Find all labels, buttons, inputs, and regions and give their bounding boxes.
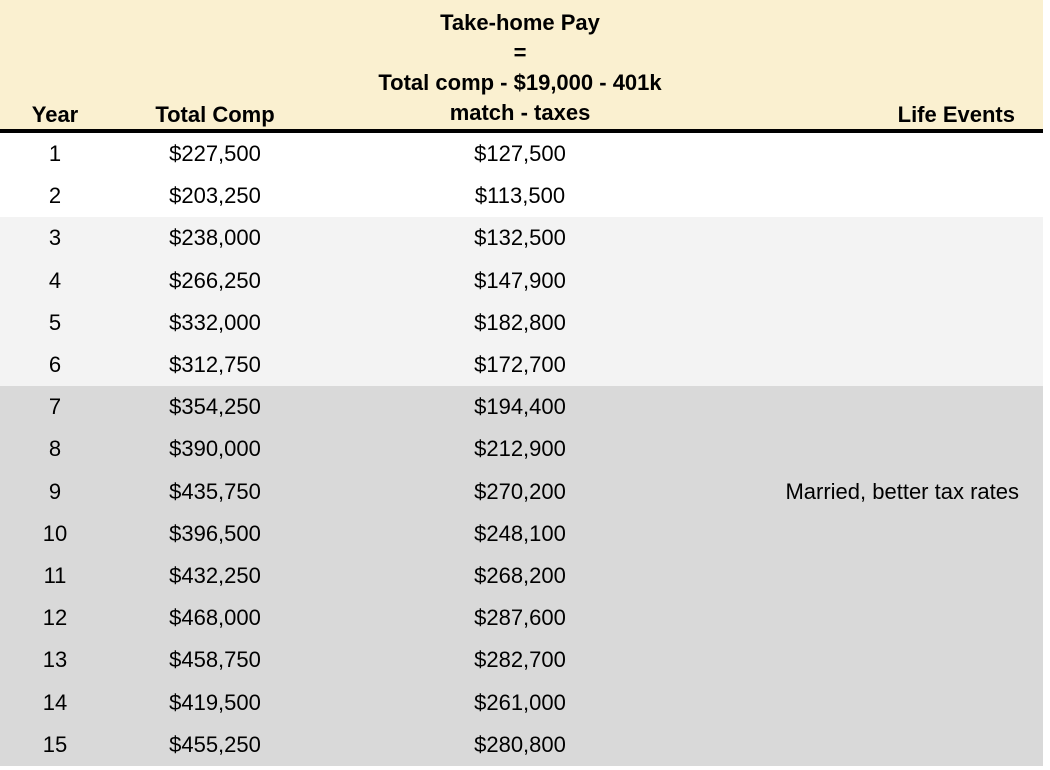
cell-take-home: $132,500 <box>474 225 566 251</box>
cell-take-home: $147,900 <box>474 267 566 293</box>
cell-year: 4 <box>48 267 62 293</box>
table-body: 1 $227,500 $127,500 2 $203,250 $113,500 3 $238,… <box>0 133 1043 766</box>
cell-total-comp: $238,000 <box>169 225 261 251</box>
cell-total-comp: $203,250 <box>169 183 261 209</box>
cell-total-comp: $354,250 <box>169 394 261 420</box>
table-row: 13 $458,750 $282,700 <box>0 639 1043 682</box>
table-row: 15 $455,250 $280,800 <box>0 723 1043 766</box>
cell-take-home: $127,500 <box>474 141 566 167</box>
table-row: 11 $432,250 $268,200 <box>0 554 1043 598</box>
cell-take-home: $113,500 <box>474 183 566 209</box>
cell-total-comp: $312,750 <box>169 352 261 378</box>
cell-take-home: $270,200 <box>474 478 566 504</box>
cell-total-comp: $468,000 <box>169 605 261 631</box>
cell-take-home: $212,900 <box>474 436 566 462</box>
table-row: 12 $468,000 $287,600 <box>0 597 1043 640</box>
cell-take-home: $172,700 <box>474 352 566 378</box>
header-year: Year <box>31 102 79 127</box>
cell-take-home: $268,200 <box>474 562 566 588</box>
table-row: 3 $238,000 $132,500 <box>0 217 1043 260</box>
header-total-comp: Total Comp <box>155 102 275 127</box>
cell-year: 1 <box>48 141 62 167</box>
cell-year: 8 <box>48 436 62 462</box>
cell-year: 5 <box>48 309 62 335</box>
cell-take-home: $282,700 <box>474 647 566 673</box>
cell-take-home: $182,800 <box>474 309 566 335</box>
table-row: 5 $332,000 $182,800 <box>0 301 1043 344</box>
table-row: 14 $419,500 $261,000 <box>0 681 1043 724</box>
table-row: 1 $227,500 $127,500 <box>0 133 1043 176</box>
table-row: 8 $390,000 $212,900 <box>0 428 1043 471</box>
cell-total-comp: $266,250 <box>169 267 261 293</box>
cell-year: 6 <box>48 352 62 378</box>
table-row: 2 $203,250 $113,500 <box>0 175 1043 218</box>
header-life-events: Life Events <box>897 102 1015 127</box>
cell-year: 3 <box>48 225 62 251</box>
table-row: 10 $396,500 $248,100 <box>0 512 1043 555</box>
cell-total-comp: $432,250 <box>169 562 261 588</box>
cell-life-events: Married, better tax rates <box>785 478 1019 504</box>
cell-year: 10 <box>42 520 68 546</box>
cell-year: 14 <box>42 689 68 715</box>
cell-total-comp: $396,500 <box>169 520 261 546</box>
cell-year: 13 <box>42 647 68 673</box>
table-header-row: Year Total Comp Take-home Pay = Total co… <box>0 0 1043 133</box>
header-take-home-pay: Take-home Pay = Total comp - $19,000 - 4… <box>320 0 720 135</box>
cell-take-home: $261,000 <box>474 689 566 715</box>
cell-total-comp: $455,250 <box>169 731 261 757</box>
cell-take-home: $280,800 <box>474 731 566 757</box>
cell-year: 12 <box>42 605 68 631</box>
cell-take-home: $287,600 <box>474 605 566 631</box>
cell-take-home: $194,400 <box>474 394 566 420</box>
cell-total-comp: $435,750 <box>169 478 261 504</box>
cell-year: 15 <box>42 731 68 757</box>
cell-total-comp: $458,750 <box>169 647 261 673</box>
cell-total-comp: $419,500 <box>169 689 261 715</box>
header-take-home-line-2: = <box>513 40 527 65</box>
table-row: 4 $266,250 $147,900 <box>0 259 1043 302</box>
header-take-home-line-1: Take-home Pay <box>440 10 600 35</box>
header-take-home-line-4: match - taxes <box>449 100 591 125</box>
cell-total-comp: $332,000 <box>169 309 261 335</box>
cell-year: 7 <box>48 394 62 420</box>
cell-total-comp: $390,000 <box>169 436 261 462</box>
table-row: 6 $312,750 $172,700 <box>0 343 1043 387</box>
table-row: 7 $354,250 $194,400 <box>0 386 1043 429</box>
cell-year: 9 <box>48 478 62 504</box>
cell-take-home: $248,100 <box>474 520 566 546</box>
header-take-home-line-3: Total comp - $19,000 - 401k <box>378 70 662 95</box>
cell-year: 11 <box>43 562 67 588</box>
cell-year: 2 <box>48 183 62 209</box>
cell-total-comp: $227,500 <box>169 141 261 167</box>
table-row: 9 $435,750 $270,200 Married, better tax rat… <box>0 470 1043 513</box>
